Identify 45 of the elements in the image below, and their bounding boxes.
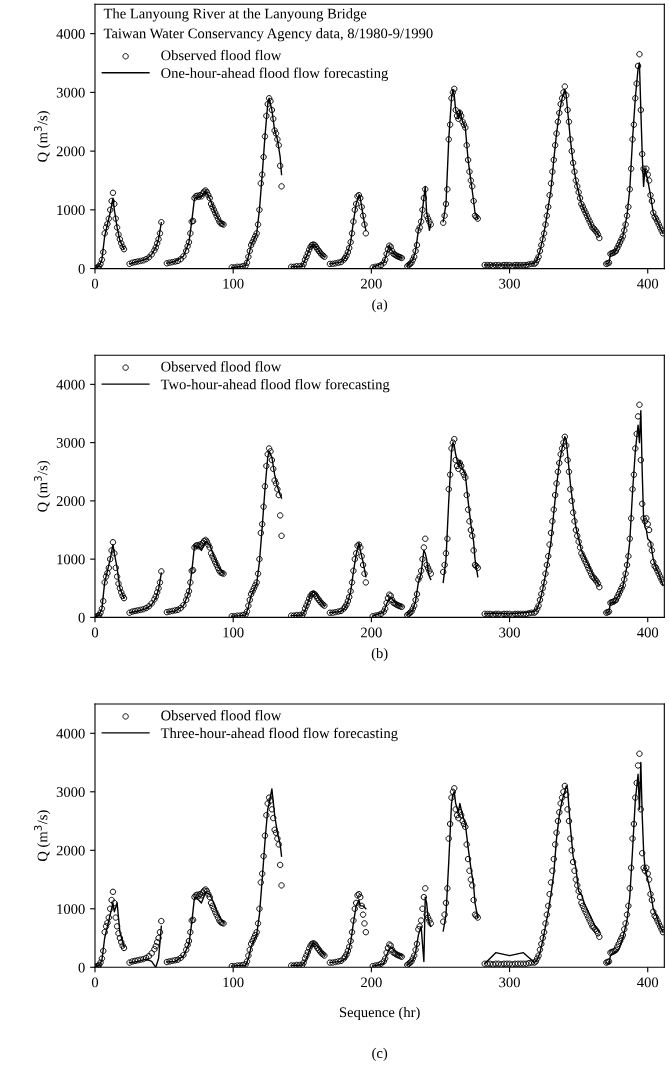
- y-tick-label: 1000: [57, 554, 85, 565]
- y-axis-title: Q (m$^{3}$/s): [34, 460, 51, 512]
- y-tick-label: 0: [78, 263, 85, 274]
- text: Taiwan Water Conservancy Agency data, 8/1980-9/1990: [103, 28, 433, 42]
- y-axis-title: Q (m$^{3}$/s): [34, 111, 51, 162]
- legend-label: Observed flood flow: [161, 709, 282, 721]
- y-tick-label: 3000: [56, 787, 85, 797]
- legend-label: Observed flood flow: [161, 361, 282, 372]
- chart-title: The Lanyoung River at the Lanyoung Bridge: [103, 8, 367, 22]
- x-tick-label: 400: [637, 627, 659, 638]
- text: (a): [372, 299, 388, 313]
- y-tick-label: 2000: [56, 845, 85, 856]
- x-axis-title: Sequence (hr): [339, 1006, 420, 1021]
- x-tick-label: 100: [223, 627, 244, 638]
- x-tick-label: 300: [499, 977, 520, 988]
- y-tick-label: 0: [78, 962, 85, 973]
- legend-label: One-hour-ahead flood flow forecasting: [161, 67, 389, 81]
- x-tick-label: 0: [91, 278, 99, 289]
- x-tick-label: 100: [223, 278, 244, 289]
- y-tick-label: 4000: [56, 29, 85, 39]
- y-tick-label: 3000: [56, 87, 85, 98]
- text: (c): [372, 1047, 388, 1062]
- x-tick-label: 0: [91, 977, 99, 988]
- x-tick-label: 0: [91, 627, 99, 638]
- y-tick-label: 1000: [57, 904, 85, 914]
- y-tick-label: 3000: [56, 437, 85, 448]
- y-tick-label: 2000: [56, 496, 85, 507]
- y-tick-label: 4000: [56, 379, 85, 390]
- y-axis-title: Q (m$^{3}$/s): [34, 810, 51, 862]
- x-tick-label: 200: [361, 627, 382, 638]
- x-tick-label: 200: [361, 977, 382, 988]
- legend-label: Two-hour-ahead flood flow forecasting: [160, 378, 390, 393]
- x-tick-label: 300: [499, 278, 520, 289]
- y-tick-label: 4000: [56, 728, 85, 739]
- y-tick-label: 1000: [57, 205, 85, 216]
- x-tick-label: 300: [499, 627, 520, 638]
- legend-label: Three-hour-ahead flood flow forecasting: [160, 727, 398, 742]
- x-tick-label: 400: [637, 977, 659, 988]
- x-tick-label: 100: [223, 977, 244, 988]
- legend-label: Observed flood flow: [161, 49, 282, 61]
- y-tick-label: 2000: [56, 146, 85, 157]
- x-tick-label: 400: [637, 278, 659, 289]
- y-tick-label: 0: [78, 612, 85, 623]
- x-tick-label: 200: [361, 278, 382, 289]
- text: (b): [371, 647, 388, 662]
